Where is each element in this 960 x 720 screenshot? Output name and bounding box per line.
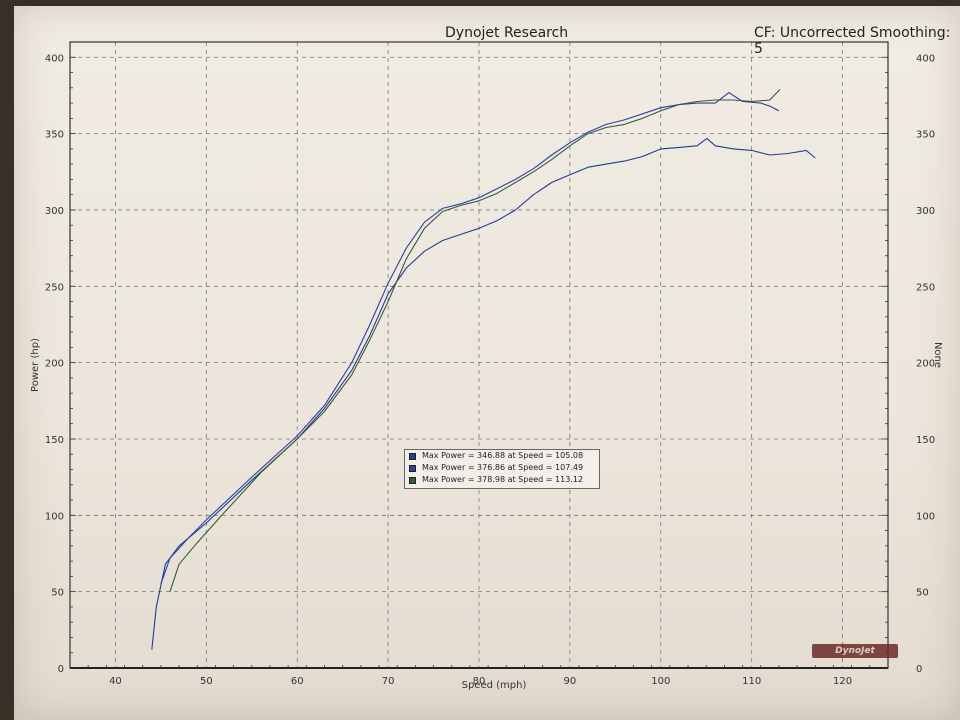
- legend-swatch: [409, 452, 416, 460]
- y2-tick-label: 200: [916, 359, 935, 370]
- axis-ticks: 40 50 60 70 80 90 100 110 120 0 50 100 150 200 250 300 3…: [45, 41, 935, 687]
- y2-tick-label: 50: [916, 588, 929, 599]
- y-tick-label: 50: [51, 588, 64, 599]
- x-axis-label: Speed (mph): [462, 680, 527, 691]
- x-tick-label: 50: [200, 676, 213, 687]
- legend-swatch: [409, 476, 416, 484]
- y-tick-label: 100: [45, 511, 64, 522]
- correction-factor-label: CF: Uncorrected Smoothing: 5: [754, 25, 951, 57]
- x-tick-label: 40: [109, 676, 122, 687]
- y-tick-label: 150: [45, 435, 64, 446]
- x-tick-label: 70: [382, 676, 395, 687]
- dynojet-logo: DynoJet: [812, 644, 898, 658]
- y2-tick-label: 350: [916, 130, 935, 141]
- grid: [70, 42, 888, 668]
- x-tick-label: 120: [833, 676, 852, 687]
- y2-tick-label: 150: [916, 435, 935, 446]
- y-tick-label: 350: [45, 130, 64, 141]
- y2-tick-label: 300: [916, 206, 935, 217]
- x-tick-label: 90: [564, 676, 577, 687]
- legend-item: Max Power = 378.98 at Speed = 113.12: [405, 474, 599, 486]
- legend-label: Max Power = 346.88 at Speed = 105.08: [422, 451, 584, 460]
- legend-swatch: [409, 464, 416, 472]
- legend: Max Power = 346.88 at Speed = 105.08 Max…: [404, 449, 600, 489]
- plot-frame: [69, 41, 889, 669]
- y-tick-label: 300: [45, 206, 64, 217]
- series-line-3: [169, 89, 781, 592]
- x-tick-label: 60: [291, 676, 304, 687]
- legend-label: Max Power = 376.86 at Speed = 107.49: [422, 463, 584, 472]
- y-tick-label: 200: [45, 359, 64, 370]
- y2-tick-label: 250: [916, 282, 935, 293]
- y-tick-label: 400: [45, 53, 64, 64]
- legend-label: Max Power = 378.98 at Speed = 113.12: [422, 475, 584, 484]
- y2-axis-label: None: [932, 342, 943, 368]
- series-line-1: [151, 137, 816, 650]
- y-axis-label: Power (hp): [30, 338, 41, 392]
- y2-tick-label: 400: [916, 53, 935, 64]
- x-tick-label: 80: [473, 676, 486, 687]
- y-tick-label: 0: [58, 664, 64, 675]
- x-tick-label: 110: [742, 676, 761, 687]
- y-tick-label: 250: [45, 282, 64, 293]
- series-lines: [151, 89, 816, 650]
- y2-tick-label: 100: [916, 511, 935, 522]
- y2-tick-label: 0: [916, 664, 922, 675]
- series-line-2: [160, 92, 780, 585]
- legend-item: Max Power = 376.86 at Speed = 107.49: [405, 462, 599, 474]
- x-tick-label: 100: [651, 676, 670, 687]
- chart-title: Dynojet Research: [445, 25, 569, 41]
- legend-item: Max Power = 346.88 at Speed = 105.08: [405, 450, 599, 462]
